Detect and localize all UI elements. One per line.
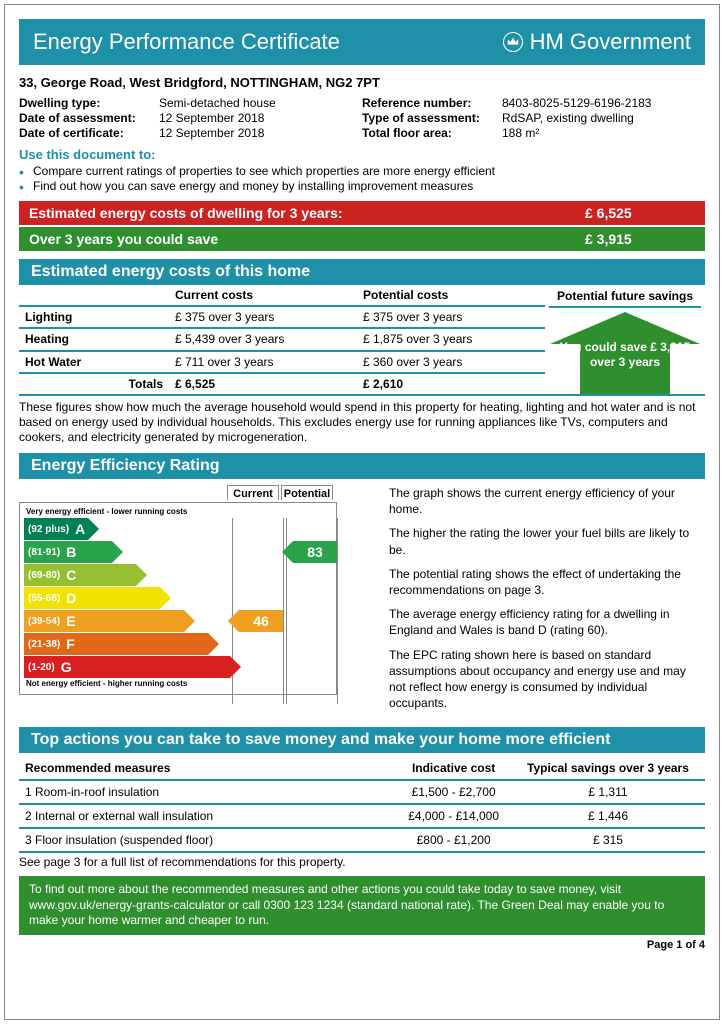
meta-block: Dwelling type:Semi-detached house Date o… — [19, 96, 705, 141]
action-row: 1 Room-in-roof insulation£1,500 - £2,700… — [19, 780, 705, 804]
reference-label: Reference number: — [362, 96, 502, 110]
see-note: See page 3 for a full list of recommenda… — [19, 855, 705, 870]
floor-area: 188 m² — [502, 126, 539, 140]
band-G: (1-20)G — [24, 656, 230, 678]
page-number: Page 1 of 4 — [5, 939, 705, 951]
potential-pointer: 83 — [293, 541, 337, 563]
cost-row: Lighting£ 375 over 3 years£ 375 over 3 y… — [19, 306, 545, 328]
cost-row: Heating£ 5,439 over 3 years£ 1,875 over … — [19, 328, 545, 350]
action-row: 2 Internal or external wall insulation£4… — [19, 804, 705, 828]
use-heading: Use this document to: — [19, 147, 705, 162]
gov-text: HM Government — [530, 29, 691, 55]
th-measures: Recommended measures — [19, 757, 396, 780]
actions-section-bar: Top actions you can take to save money a… — [19, 727, 705, 753]
actions-section-title: Top actions you can take to save money a… — [19, 727, 622, 753]
totals-current: £ 6,525 — [169, 373, 357, 395]
page-title: Energy Performance Certificate — [33, 29, 340, 55]
est-cost-bar: Estimated energy costs of dwelling for 3… — [19, 201, 705, 225]
est-cost-label: Estimated energy costs of dwelling for 3… — [19, 201, 575, 225]
th-cost: Indicative cost — [396, 757, 511, 780]
current-pointer: 46 — [239, 610, 283, 632]
eer-p3: The potential rating shows the effect of… — [389, 566, 705, 598]
th-typical-savings: Typical savings over 3 years — [511, 757, 705, 780]
costs-section-bar: Estimated energy costs of this home — [19, 259, 705, 285]
band-row: (39-54)E 46 — [24, 610, 332, 632]
date-assessment: 12 September 2018 — [159, 111, 264, 125]
reference: 8403-8025-5129-6196-2183 — [502, 96, 651, 110]
rating-chart: Very energy efficient - lower running co… — [19, 502, 337, 695]
eer-section-bar: Energy Efficiency Rating — [19, 453, 705, 479]
eer-p2: The higher the rating the lower your fue… — [389, 525, 705, 557]
band-row: (1-20)G — [24, 656, 332, 678]
band-row: (55-68)D — [24, 587, 332, 609]
col-potential-hdr: Potential — [281, 485, 333, 500]
band-A: (92 plus)A — [24, 518, 88, 540]
eer-p5: The EPC rating shown here is based on st… — [389, 647, 705, 712]
est-save-label: Over 3 years you could save — [19, 227, 575, 251]
savings-box: Potential future savings You could save … — [545, 285, 705, 396]
savings-arrow-text: You could save £ 3,915 over 3 years — [550, 340, 700, 370]
band-row: (69-80)C — [24, 564, 332, 586]
costs-table: Current costs Potential costs Lighting£ … — [19, 285, 545, 396]
address: 33, George Road, West Bridgford, NOTTING… — [19, 75, 705, 90]
type-assessment-label: Type of assessment: — [362, 111, 502, 125]
band-row: (92 plus)A — [24, 518, 332, 540]
th-savings: Potential future savings — [549, 289, 701, 308]
band-B: (81-91)B — [24, 541, 112, 563]
col-current-hdr: Current — [227, 485, 279, 500]
band-row: (81-91)B83 — [24, 541, 332, 563]
gov-brand: HM Government — [500, 29, 691, 55]
band-F: (21-38)F — [24, 633, 208, 655]
header-bar: Energy Performance Certificate HM Govern… — [19, 19, 705, 65]
rating-left: Current Potential Very energy efficient … — [19, 485, 379, 719]
band-row: (21-38)F — [24, 633, 332, 655]
rating-wrap: Current Potential Very energy efficient … — [19, 485, 705, 719]
costs-section-title: Estimated energy costs of this home — [19, 259, 322, 285]
date-assessment-label: Date of assessment: — [19, 111, 159, 125]
th-current: Current costs — [169, 285, 357, 306]
bullet-1: Compare current ratings of properties to… — [33, 164, 705, 178]
est-save-value: £ 3,915 — [575, 227, 705, 251]
eer-p1: The graph shows the current energy effic… — [389, 485, 705, 517]
dwelling-type-label: Dwelling type: — [19, 96, 159, 110]
rating-text: The graph shows the current energy effic… — [379, 485, 705, 719]
page: Energy Performance Certificate HM Govern… — [4, 4, 720, 1020]
est-cost-value: £ 6,525 — [575, 201, 705, 225]
th-potential: Potential costs — [357, 285, 545, 306]
costs-wrap: Current costs Potential costs Lighting£ … — [19, 285, 705, 396]
band-E: (39-54)E — [24, 610, 184, 632]
savings-arrow: You could save £ 3,915 over 3 years — [550, 312, 700, 394]
date-certificate-label: Date of certificate: — [19, 126, 159, 140]
date-certificate: 12 September 2018 — [159, 126, 264, 140]
rating-top-note: Very energy efficient - lower running co… — [24, 507, 332, 518]
band-D: (55-68)D — [24, 587, 160, 609]
totals-label: Totals — [19, 373, 169, 395]
action-row: 3 Floor insulation (suspended floor)£800… — [19, 828, 705, 852]
crown-icon — [500, 29, 526, 55]
band-C: (69-80)C — [24, 564, 136, 586]
bullet-2: Find out how you can save energy and mon… — [33, 179, 705, 193]
floor-area-label: Total floor area: — [362, 126, 502, 140]
eer-section-title: Energy Efficiency Rating — [19, 453, 232, 479]
footer-green: To find out more about the recommended m… — [19, 876, 705, 935]
cost-row: Hot Water£ 711 over 3 years£ 360 over 3 … — [19, 351, 545, 373]
costs-note: These figures show how much the average … — [19, 400, 705, 445]
dwelling-type: Semi-detached house — [159, 96, 276, 110]
eer-p4: The average energy efficiency rating for… — [389, 606, 705, 638]
actions-table: Recommended measures Indicative cost Typ… — [19, 757, 705, 853]
use-bullets: Compare current ratings of properties to… — [33, 164, 705, 193]
type-assessment: RdSAP, existing dwelling — [502, 111, 634, 125]
totals-potential: £ 2,610 — [357, 373, 545, 395]
est-save-bar: Over 3 years you could save £ 3,915 — [19, 227, 705, 251]
